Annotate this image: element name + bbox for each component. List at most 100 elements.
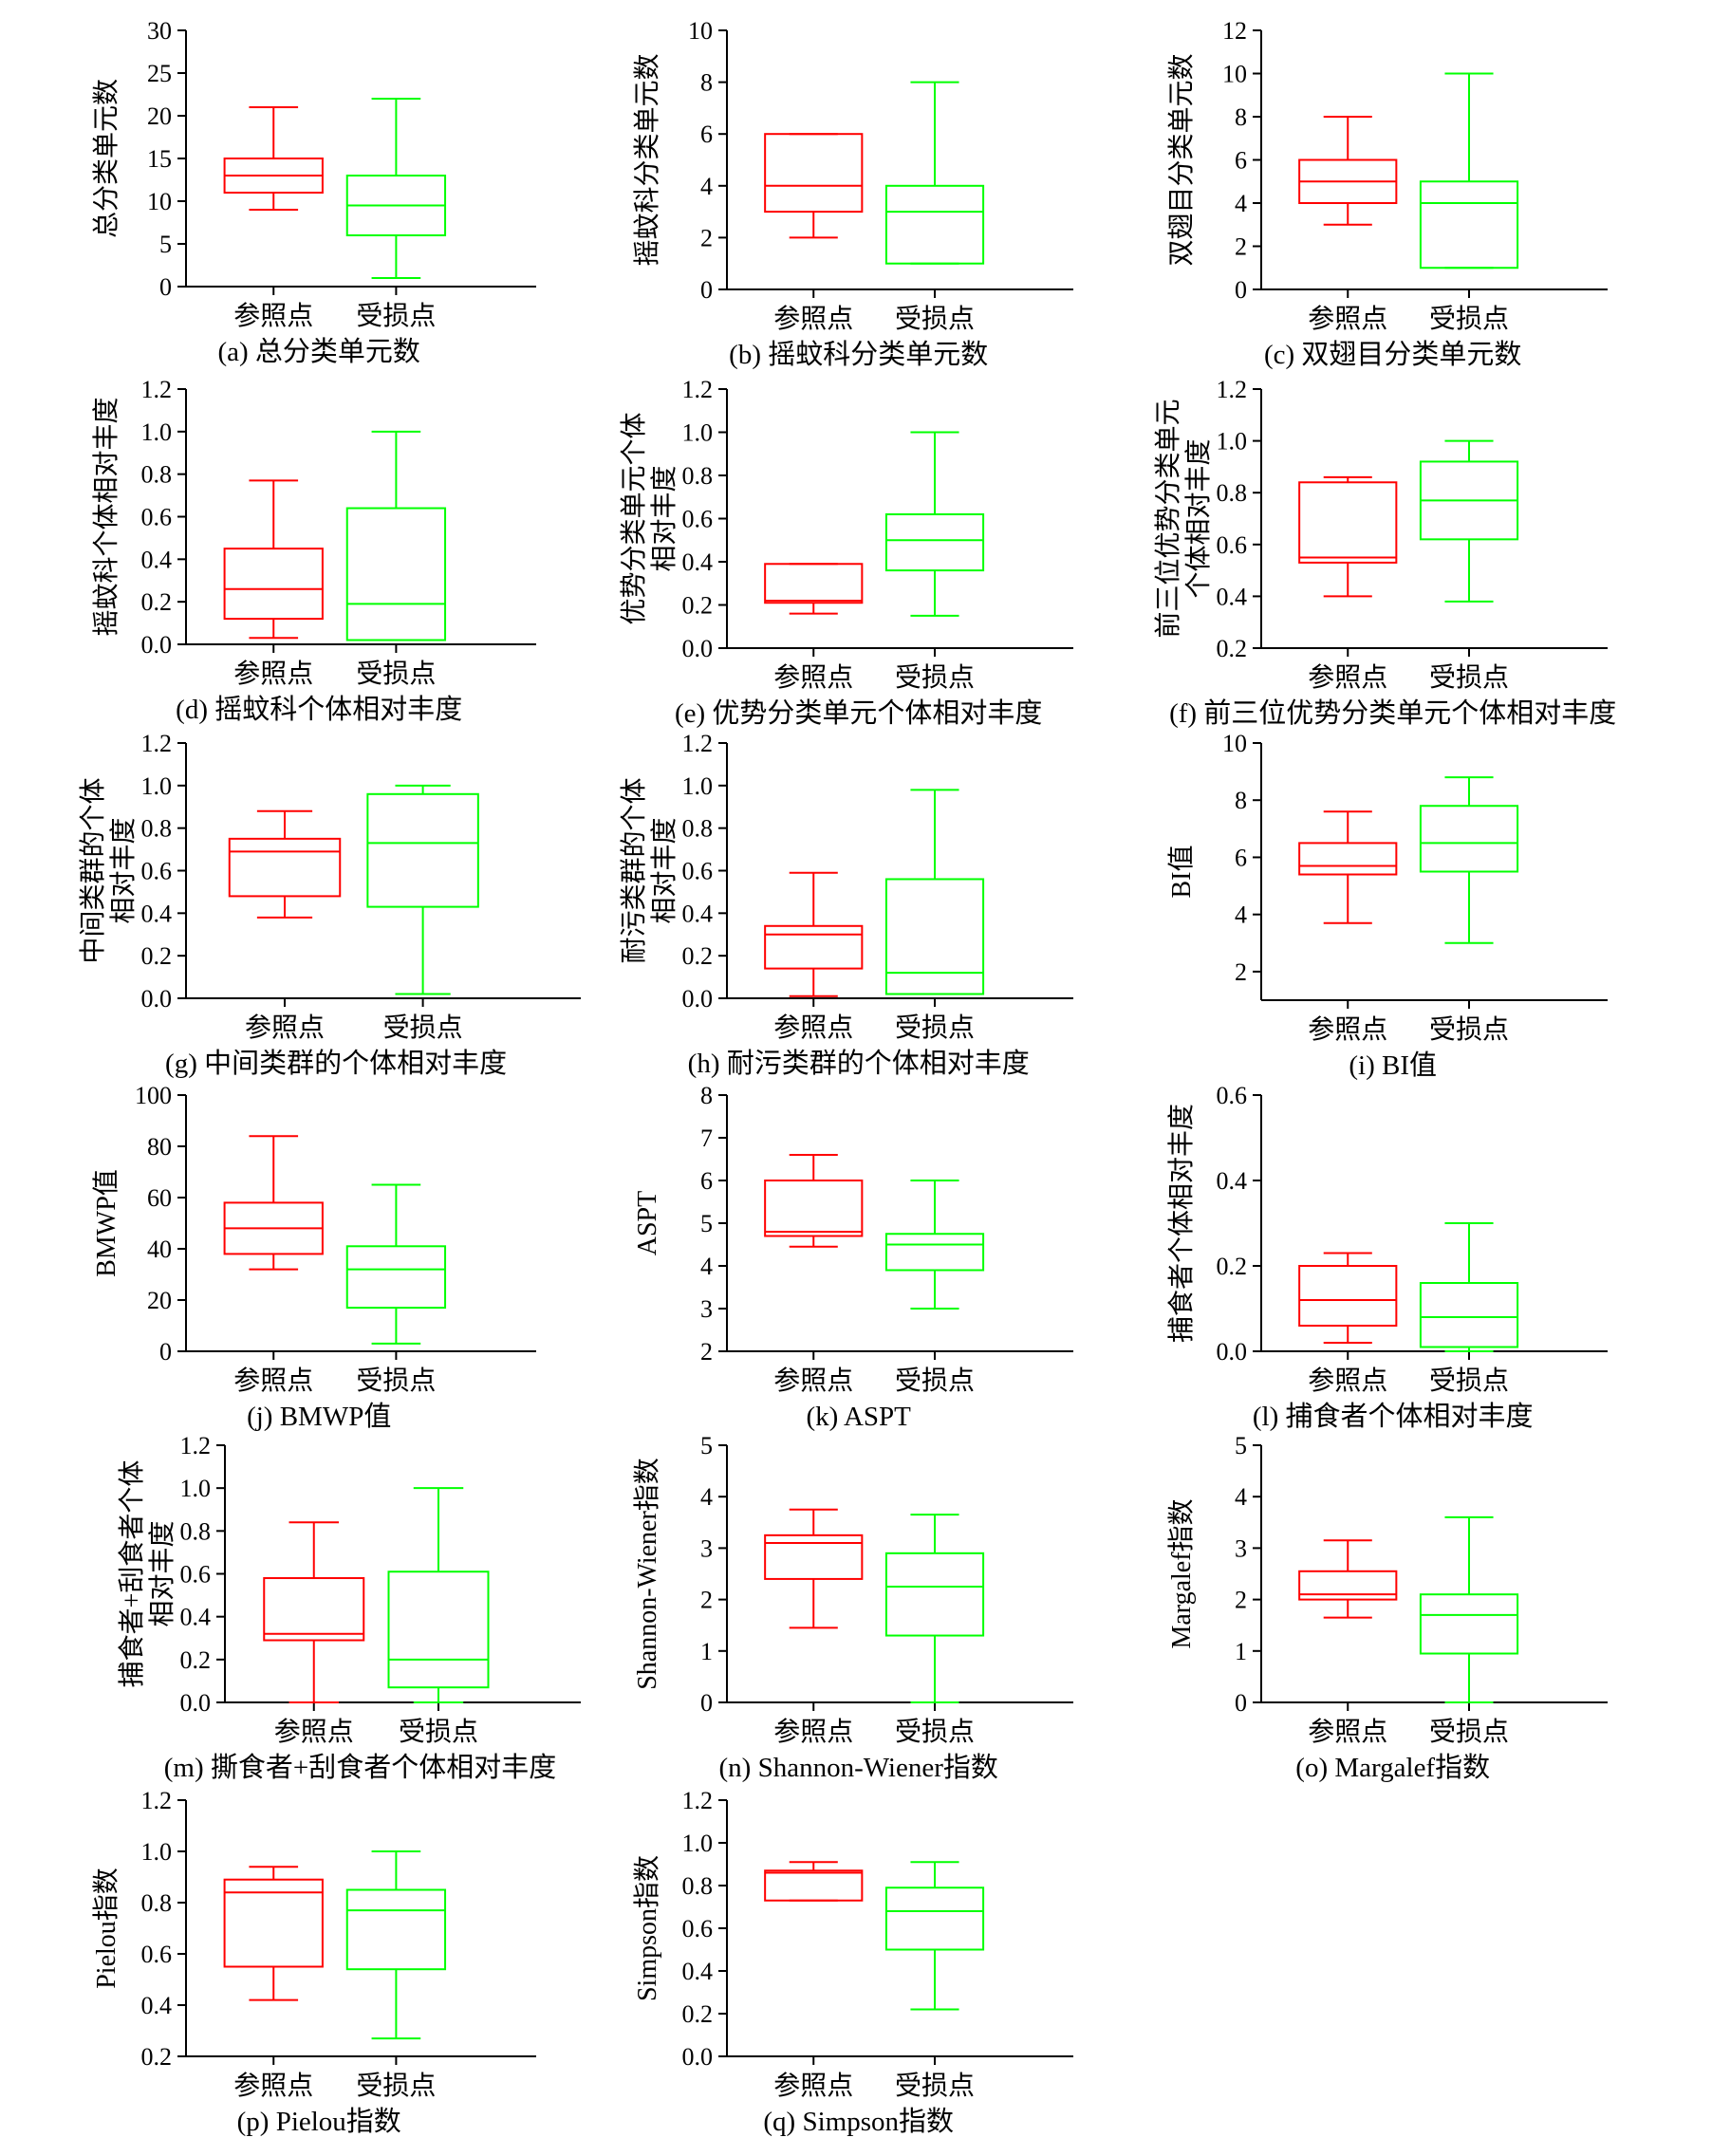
panel-caption: (p) Pielou指数: [237, 2106, 401, 2137]
y-axis-label-line: 总分类单元数: [91, 79, 121, 238]
y-axis-label-line: 个体相对丰度: [1183, 438, 1214, 598]
panel-caption: (j) BMWP值: [247, 1401, 391, 1432]
y-axis-label: 捕食者+刮食者个体相对丰度: [117, 1460, 177, 1688]
y-tick-label: 0.4: [180, 1604, 212, 1631]
y-tick-label: 1.2: [180, 1432, 212, 1459]
y-tick-label: 0: [159, 1338, 172, 1366]
iqr-box: [764, 1869, 864, 1902]
y-tick-label: 25: [147, 60, 172, 87]
iqr-box: [764, 1533, 864, 1580]
box-j-damaged: [345, 1183, 447, 1345]
y-axis-label: 前三位优势分类单元个体相对丰度: [1153, 399, 1214, 638]
box-q-reference: [764, 1861, 864, 1902]
y-axis-label: BMWP值: [91, 1169, 121, 1277]
y-tick-label: 0.4: [682, 1958, 714, 1985]
y-tick-label: 8: [700, 1082, 713, 1109]
iqr-box: [223, 548, 324, 621]
y-tick-label: 0.4: [141, 546, 173, 573]
y-tick-label: 6: [1235, 844, 1247, 871]
x-category-label: 受损点: [399, 1717, 478, 1747]
y-tick-label: 1.0: [141, 772, 173, 800]
iqr-box: [884, 512, 985, 572]
y-tick-label: 0.2: [141, 2043, 173, 2071]
y-tick-label: 7: [700, 1124, 713, 1152]
panel-d: 0.0 0.2 0.4 0.6 0.8 1.0 1.2 参照点 受损点 摇蚊科个体相对丰度 (d) …: [91, 376, 536, 725]
box-e-damaged: [884, 431, 985, 617]
iqr-box: [1298, 842, 1398, 876]
y-tick-label: 6: [700, 121, 713, 148]
y-tick-label: 4: [700, 173, 713, 200]
y-axis-label-line: Simpson指数: [632, 1855, 662, 2001]
x-category-label: 参照点: [773, 1366, 853, 1396]
y-axis-label-line: 相对丰度: [108, 817, 139, 923]
y-tick-label: 0.8: [682, 815, 714, 843]
x-category-label: 受损点: [895, 2071, 975, 2101]
panel-caption: (f) 前三位优势分类单元个体相对丰度: [1169, 697, 1616, 729]
x-category-label: 受损点: [1429, 304, 1509, 334]
iqr-box: [228, 837, 342, 898]
box-g-damaged: [366, 784, 479, 995]
panel-caption: (i) BI值: [1349, 1050, 1437, 1081]
iqr-box: [263, 1577, 365, 1642]
y-tick-label: 0.6: [682, 506, 714, 533]
y-axis-label-line: 前三位优势分类单元: [1153, 399, 1183, 638]
x-category-label: 受损点: [1429, 662, 1509, 693]
x-category-label: 参照点: [245, 1013, 325, 1043]
y-tick-label: 0.4: [1217, 1167, 1248, 1195]
y-tick-label: 0.4: [682, 900, 714, 927]
y-axis-label-line: 优势分类单元个体: [619, 412, 649, 624]
y-tick-label: 1: [700, 1638, 713, 1665]
y-tick-label: 0.2: [682, 942, 714, 970]
y-tick-label: 15: [147, 145, 172, 173]
y-tick-label: 0.8: [141, 815, 173, 843]
y-tick-label: 0.6: [141, 504, 173, 531]
box-i-reference: [1298, 810, 1398, 924]
iqr-box: [1419, 1593, 1519, 1655]
y-tick-label: 6: [1235, 147, 1247, 175]
y-tick-label: 2: [1235, 233, 1247, 261]
y-axis-label: 优势分类单元个体相对丰度: [619, 412, 679, 624]
y-tick-label: 5: [700, 1210, 713, 1237]
y-tick-label: 1.2: [682, 1787, 714, 1814]
x-category-label: 参照点: [773, 662, 853, 693]
panel-caption: (m) 撕食者+刮食者个体相对丰度: [164, 1752, 556, 1783]
box-p-damaged: [345, 1850, 447, 2040]
y-axis-label: 双翅目分类单元数: [1166, 53, 1197, 266]
y-axis-label: BI值: [1166, 845, 1197, 898]
iqr-box: [1298, 481, 1398, 564]
panel-h: 0.0 0.2 0.4 0.6 0.8 1.0 1.2 参照点 受损点 耐污类群的个体相对丰度 (h…: [619, 730, 1073, 1079]
y-tick-label: 3: [700, 1295, 713, 1323]
y-tick-label: 0.6: [1217, 531, 1248, 559]
iqr-box: [1298, 1570, 1398, 1601]
y-tick-label: 1.0: [141, 1838, 173, 1866]
x-category-label: 参照点: [773, 2071, 853, 2101]
y-axis-label-line: 捕食者个体相对丰度: [1166, 1104, 1197, 1343]
y-axis-label: 捕食者个体相对丰度: [1166, 1104, 1197, 1343]
panel-caption: (o) Margalef指数: [1295, 1752, 1490, 1783]
iqr-box: [1419, 805, 1519, 873]
box-b-damaged: [884, 81, 985, 265]
y-axis-label-line: 耐污类群的个体: [619, 777, 649, 963]
x-category-label: 受损点: [895, 1717, 975, 1747]
y-tick-label: 3: [700, 1534, 713, 1562]
y-tick-label: 2: [700, 224, 713, 251]
x-category-label: 受损点: [356, 301, 436, 331]
x-category-label: 参照点: [1308, 1366, 1387, 1396]
y-tick-label: 80: [147, 1133, 172, 1161]
box-d-reference: [223, 479, 324, 640]
x-category-label: 受损点: [356, 1366, 436, 1396]
y-tick-label: 4: [1235, 190, 1247, 217]
y-tick-label: 4: [700, 1253, 713, 1280]
iqr-box: [884, 1552, 985, 1637]
box-g-reference: [228, 809, 342, 919]
y-tick-label: 10: [688, 17, 713, 45]
y-tick-label: 3: [1235, 1534, 1247, 1562]
box-l-damaged: [1419, 1222, 1519, 1352]
box-b-reference: [764, 133, 864, 239]
box-q-damaged: [884, 1861, 985, 2011]
box-h-reference: [764, 871, 864, 997]
box-c-damaged: [1419, 72, 1519, 270]
y-axis-label-line: 相对丰度: [147, 1520, 177, 1626]
x-category-label: 参照点: [773, 304, 853, 334]
